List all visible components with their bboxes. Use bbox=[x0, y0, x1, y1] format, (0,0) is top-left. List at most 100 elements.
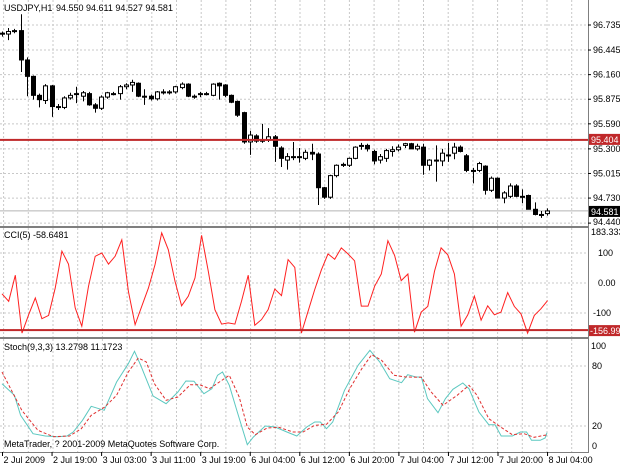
bull-candle-body bbox=[427, 159, 432, 166]
candle bbox=[365, 143, 370, 152]
bear-candle-body bbox=[37, 94, 42, 101]
bull-candle-body bbox=[155, 91, 160, 100]
candle bbox=[223, 84, 228, 98]
candle bbox=[396, 144, 401, 152]
price-tick-label: 96.445 bbox=[593, 45, 620, 55]
candle bbox=[520, 189, 525, 204]
candle bbox=[37, 93, 42, 108]
bull-candle-body bbox=[74, 93, 79, 96]
bull-candle-body bbox=[378, 156, 383, 161]
candle bbox=[434, 145, 439, 182]
bull-candle-body bbox=[211, 83, 216, 96]
bear-candle-body bbox=[235, 100, 240, 116]
last-price-label: 94.581 bbox=[591, 207, 619, 217]
bull-candle-body bbox=[415, 145, 420, 150]
bear-candle-body bbox=[87, 93, 92, 106]
candle bbox=[464, 154, 469, 173]
candle bbox=[334, 164, 339, 178]
bear-candle-body bbox=[254, 135, 259, 142]
price-tick-label: 94.440 bbox=[593, 217, 620, 227]
price-tick-label: 96.160 bbox=[593, 70, 620, 80]
cci-tick-label: -100 bbox=[593, 308, 611, 318]
candle bbox=[303, 149, 308, 161]
candle bbox=[136, 82, 141, 98]
candle bbox=[229, 94, 234, 104]
candle bbox=[471, 167, 476, 184]
candle bbox=[74, 86, 79, 104]
candle bbox=[118, 84, 123, 100]
time-tick-label: 7 Jul 04:00 bbox=[400, 455, 444, 465]
bull-candle-body bbox=[297, 156, 302, 159]
candle bbox=[285, 153, 290, 170]
bear-candle-body bbox=[186, 83, 191, 97]
bear-candle-body bbox=[217, 82, 222, 87]
cci-level-badge bbox=[589, 325, 620, 337]
bull-candle-body bbox=[347, 157, 352, 166]
candle bbox=[217, 82, 222, 100]
candle bbox=[155, 91, 160, 101]
candle bbox=[43, 84, 48, 104]
candle bbox=[310, 143, 315, 161]
candle bbox=[81, 91, 86, 102]
candle bbox=[211, 83, 216, 97]
bull-candle-body bbox=[68, 94, 73, 99]
stoch-signal-line bbox=[1, 354, 548, 438]
candle bbox=[56, 103, 61, 111]
time-tick-label: 2 Jul 19:00 bbox=[53, 455, 97, 465]
candle bbox=[99, 95, 104, 111]
candle bbox=[316, 152, 321, 205]
candle bbox=[6, 28, 11, 41]
candle bbox=[242, 111, 247, 144]
bull-candle-body bbox=[248, 134, 253, 143]
pane-separator bbox=[0, 226, 588, 228]
price-tick-label: 96.735 bbox=[593, 20, 620, 30]
candle bbox=[483, 165, 488, 195]
candle bbox=[341, 162, 346, 167]
price-tick-label: 95.300 bbox=[593, 144, 620, 154]
time-tick-label: 6 Jul 04:00 bbox=[251, 455, 295, 465]
cci-tick-label: 100 bbox=[598, 248, 613, 258]
bear-candle-body bbox=[273, 136, 278, 147]
candle bbox=[0, 31, 5, 37]
cci-pane[interactable] bbox=[0, 231, 588, 335]
bear-candle-body bbox=[533, 208, 538, 215]
bear-candle-body bbox=[322, 187, 327, 198]
candle bbox=[111, 91, 116, 96]
candle bbox=[124, 83, 129, 90]
candle bbox=[533, 202, 538, 216]
candle bbox=[489, 176, 494, 193]
bull-candle-body bbox=[403, 143, 408, 146]
cci-tick-label: 183.3333 bbox=[591, 227, 620, 237]
time-tick-label: 7 Jul 20:00 bbox=[499, 455, 543, 465]
candle bbox=[248, 130, 253, 155]
stoch-pane[interactable] bbox=[1, 349, 548, 446]
bear-candle-body bbox=[421, 146, 426, 166]
bull-candle-body bbox=[167, 91, 172, 94]
candle bbox=[390, 146, 395, 157]
price-tick-label: 95.875 bbox=[593, 94, 620, 104]
grid bbox=[0, 0, 588, 452]
candle bbox=[167, 90, 172, 95]
candle bbox=[403, 142, 408, 149]
stoch-tick-label: 20 bbox=[592, 421, 602, 431]
time-tick-label: 6 Jul 12:00 bbox=[301, 455, 345, 465]
candle bbox=[31, 75, 36, 100]
price-tick-label: 95.590 bbox=[593, 119, 620, 129]
bull-candle-body bbox=[334, 164, 339, 177]
candle bbox=[291, 141, 296, 161]
price-tick-label: 95.015 bbox=[593, 168, 620, 178]
bull-candle-body bbox=[384, 150, 389, 159]
candle bbox=[19, 14, 24, 73]
bull-candle-body bbox=[396, 146, 401, 151]
bull-candle-body bbox=[303, 151, 308, 159]
candle bbox=[62, 96, 67, 110]
cci-pane-title: CCI(5) -58.6481 bbox=[4, 230, 69, 240]
time-tick-label: 3 Jul 11:00 bbox=[152, 455, 195, 465]
price-pane[interactable] bbox=[0, 14, 588, 218]
candle bbox=[198, 91, 203, 98]
bull-candle-body bbox=[291, 156, 296, 159]
bull-candle-body bbox=[520, 195, 525, 198]
candle bbox=[12, 28, 17, 34]
